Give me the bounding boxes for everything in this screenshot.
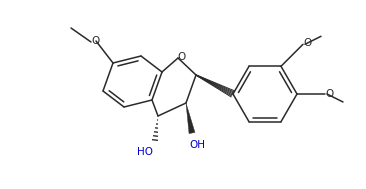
Text: HO: HO [137,147,153,157]
Text: OH: OH [189,140,205,150]
Text: O: O [178,52,186,62]
Text: O: O [303,38,311,48]
Polygon shape [186,103,195,134]
Text: O: O [325,89,333,99]
Text: O: O [92,36,100,46]
